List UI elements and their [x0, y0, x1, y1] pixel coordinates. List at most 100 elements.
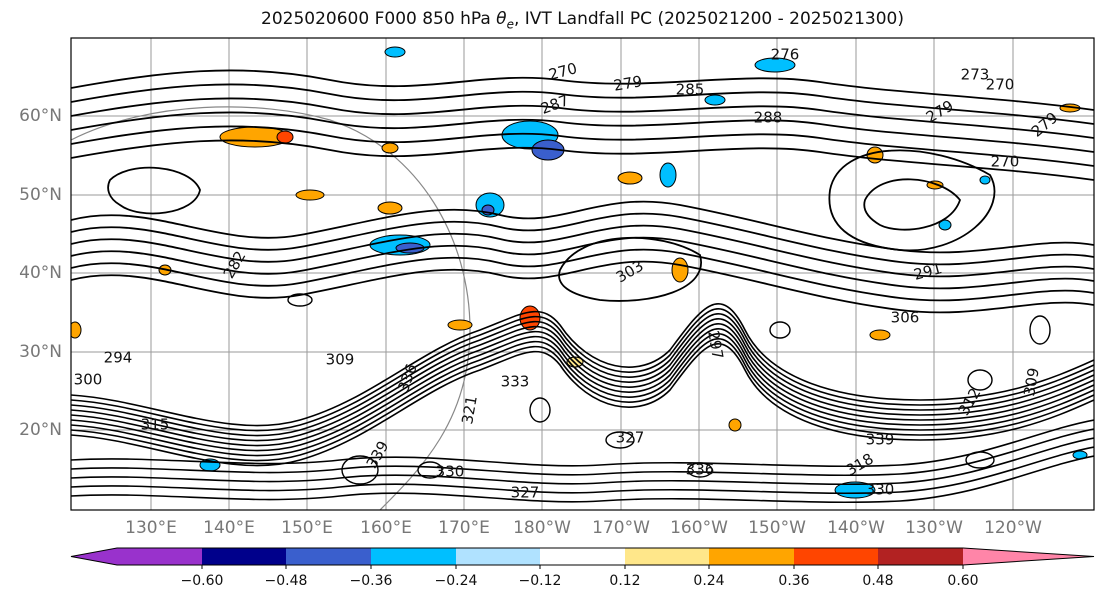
contour-label-10: 270 [991, 153, 1020, 171]
contour-label-7: 273 [961, 66, 990, 84]
lon-label-140e: 140°E [203, 518, 255, 538]
ivt-blob-24 [728, 418, 742, 432]
contour-label-28: 321 [458, 394, 481, 425]
title-suffix: , IVT Landfall PC (2025021200 - 20250213… [513, 9, 904, 29]
ivt-blob-30 [979, 175, 991, 185]
colorbar-segment-10 [963, 548, 1094, 565]
contour-line-37 [417, 461, 443, 479]
contour-line-38 [341, 455, 379, 485]
contour-line-25 [71, 419, 1094, 468]
lon-label-170e: 170°E [438, 518, 490, 538]
colorbar-segment-5 [540, 548, 625, 565]
contour-label-26: 309 [1020, 366, 1043, 397]
lon-label-150w: 150°W [748, 518, 806, 538]
contour-line-6 [71, 200, 1094, 254]
contour-label-5: 288 [754, 109, 783, 127]
colorbar-segment-0 [71, 548, 202, 565]
ivt-blob-8 [754, 57, 796, 73]
contour-line-23 [71, 338, 1094, 462]
lat-label-30n: 30°N [19, 342, 62, 362]
contour-label-18: 300 [74, 371, 103, 389]
contour-line-10 [71, 248, 1094, 302]
colorbar-tick-4: −0.12 [518, 573, 562, 589]
contour-line-33 [287, 293, 313, 307]
contour-line-13 [863, 178, 962, 231]
lon-label-180w: 180°W [513, 518, 571, 538]
contour-line-19 [71, 318, 1094, 442]
contour-line-5 [71, 139, 1094, 181]
lon-label-130e: 130°E [125, 518, 177, 538]
ivt-blob-10 [834, 481, 876, 499]
ivt-blob-14 [377, 201, 403, 215]
contour-label-24: 327 [511, 484, 540, 502]
lon-label-140w: 140°W [827, 518, 885, 538]
colorbar-segment-2 [286, 548, 371, 565]
colorbar-tick-6: 0.24 [693, 573, 725, 589]
title-theta-symbol: θ [496, 9, 507, 29]
ivt-blob-25 [71, 321, 82, 339]
map-area [71, 38, 1094, 510]
contour-label-25: 330 [866, 481, 895, 499]
ivt-blob-7 [384, 46, 406, 58]
contour-line-32 [529, 397, 551, 423]
contour-label-21: 315 [141, 416, 170, 434]
contour-label-19: 333 [501, 373, 530, 391]
title-subscript: e [506, 17, 514, 32]
colorbar-tick-8: 0.48 [862, 573, 894, 589]
contour-line-16 [71, 303, 1094, 427]
contour-label-23: 339 [866, 431, 895, 449]
contour-line-18 [71, 313, 1094, 437]
contour-line-3 [71, 111, 1094, 153]
colorbar-segment-6 [625, 548, 709, 565]
contour-line-26 [71, 428, 1094, 477]
colorbar-outline [70, 547, 1095, 566]
contour-label-17: 309 [326, 351, 355, 369]
colorbar-segment-1 [202, 548, 286, 565]
contour-line-39 [965, 451, 995, 469]
contour-label-14: 306 [891, 309, 920, 327]
contour-line-30 [605, 431, 635, 449]
lat-label-40n: 40°N [19, 263, 62, 283]
contour-line-14 [558, 236, 702, 302]
lon-label-160e: 160°E [360, 518, 412, 538]
contour-line-2 [71, 97, 1094, 139]
contour-line-28 [71, 446, 1094, 495]
contour-line-1 [71, 83, 1094, 125]
lat-label-20n: 20°N [19, 420, 62, 440]
title-prefix: 2025020600 F000 850 hPa [261, 9, 497, 29]
colorbar-segment-8 [794, 548, 878, 565]
contour-line-22 [71, 333, 1094, 457]
colorbar-tick-5: 0.12 [609, 573, 641, 589]
contour-label-8: 270 [986, 76, 1015, 94]
contour-line-17 [71, 308, 1094, 432]
colorbar-tick-1: −0.48 [264, 573, 308, 589]
ivt-blob-6 [659, 162, 677, 188]
lon-label-120w: 120°W [984, 518, 1042, 538]
contour-label-31: 327 [616, 429, 645, 447]
contour-label-15: 297 [704, 329, 727, 360]
contour-line-34 [769, 321, 791, 339]
lon-label-150e: 150°E [281, 518, 333, 538]
contour-label-3: 276 [771, 46, 800, 64]
contour-line-31 [687, 462, 713, 478]
contour-line-12 [828, 149, 996, 252]
contour-line-8 [71, 224, 1094, 278]
lon-label-170w: 170°W [592, 518, 650, 538]
contour-line-11 [71, 260, 1094, 314]
map-frame [70, 37, 1095, 511]
contour-line-7 [71, 212, 1094, 266]
contour-line-15 [107, 166, 201, 215]
chart-title: 2025020600 F000 850 hPa θe, IVT Landfall… [0, 9, 1105, 31]
ivt-blob-9 [704, 94, 726, 106]
contour-label-2: 285 [676, 81, 705, 99]
contour-line-21 [71, 328, 1094, 452]
lat-label-60n: 60°N [19, 106, 62, 126]
contour-line-20 [71, 323, 1094, 447]
contour-line-4 [71, 125, 1094, 167]
colorbar-segment-3 [371, 548, 456, 565]
domain-boundary-arc [71, 106, 471, 510]
colorbar-tick-0: −0.60 [180, 573, 224, 589]
